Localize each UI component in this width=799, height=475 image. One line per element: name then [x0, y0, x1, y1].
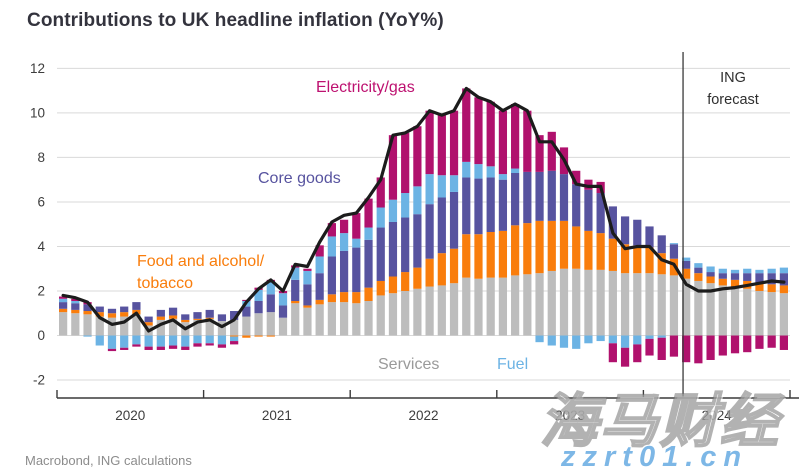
legend-food-line1: Food and alcohol/: [137, 253, 265, 270]
svg-text:2020: 2020: [115, 408, 145, 423]
svg-text:2022: 2022: [408, 408, 438, 423]
svg-text:-2: -2: [33, 373, 45, 388]
page-title: Contributions to UK headline inflation (…: [27, 10, 444, 31]
forecast-label: ING forecast: [696, 67, 770, 111]
svg-text:8: 8: [37, 150, 45, 165]
svg-text:0: 0: [37, 328, 45, 343]
svg-text:2024: 2024: [702, 408, 733, 423]
svg-text:2: 2: [37, 283, 45, 298]
legend-services: Services: [378, 356, 440, 373]
svg-text:12: 12: [30, 61, 45, 76]
source-note: Macrobond, ING calculations: [25, 453, 192, 468]
svg-text:2023: 2023: [555, 408, 585, 423]
legend-core-goods: Core goods: [258, 170, 341, 187]
legend-food-line2: tobacco: [137, 275, 194, 292]
svg-text:6: 6: [37, 194, 45, 209]
svg-text:10: 10: [30, 105, 45, 120]
forecast-label-line2: forecast: [707, 92, 759, 108]
forecast-label-line1: ING: [720, 70, 746, 86]
legend-electricity-gas: Electricity/gas: [316, 79, 415, 96]
svg-text:2021: 2021: [262, 408, 292, 423]
svg-text:4: 4: [37, 239, 45, 254]
legend-food-alcohol-tobacco: Food and alcohol/ tobacco: [137, 251, 287, 295]
legend-fuel: Fuel: [497, 356, 529, 373]
